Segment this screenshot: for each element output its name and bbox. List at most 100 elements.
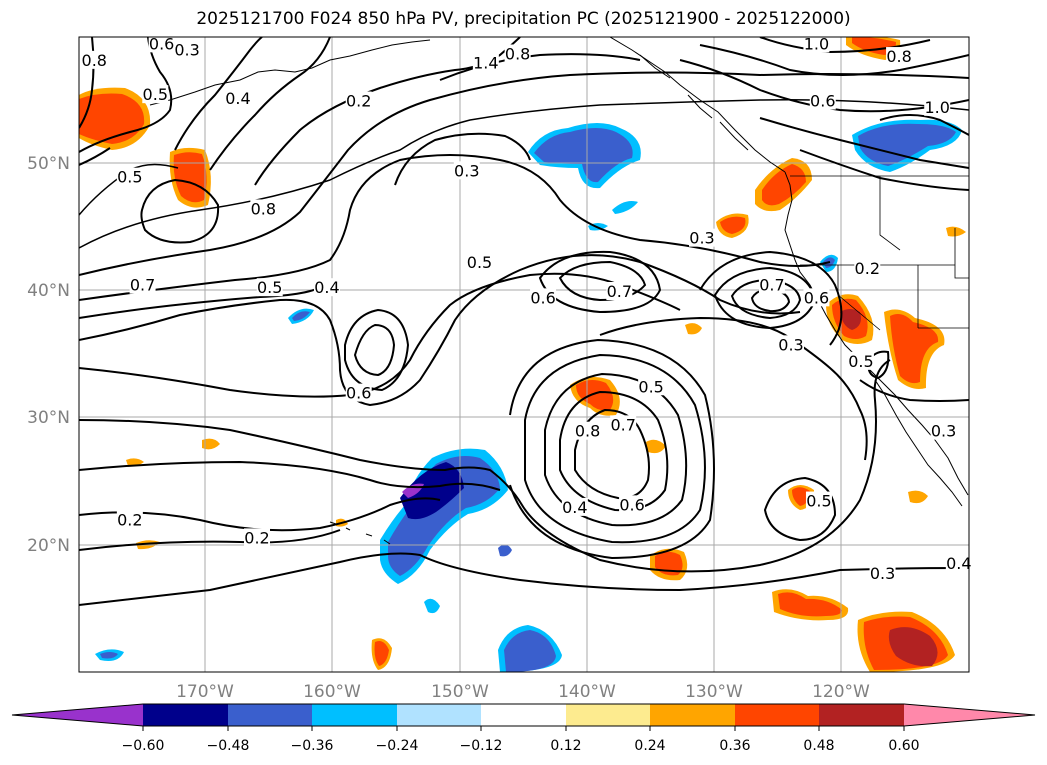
contour-label-background (805, 491, 832, 510)
contour-label: 0.6 (619, 495, 644, 514)
pv-contour (79, 154, 831, 301)
colorbar-segment (735, 704, 819, 726)
contour-label-background (809, 91, 836, 110)
contour-label-background (638, 377, 665, 396)
precip-positive-area (576, 379, 614, 411)
precip-positive-area (79, 93, 145, 144)
west-coast-coastline (784, 171, 969, 496)
contour-label: 0.6 (530, 288, 555, 307)
contour-labels: 0.80.6 0.30.5 0.4 0.21.4 0.80.50.80.31.00.80… (81, 34, 972, 583)
pv-contour (538, 250, 662, 314)
contour-label: 0.4 (314, 278, 339, 297)
contour-label: 0.5 (638, 377, 663, 396)
contour-label: 0.8 (82, 51, 107, 70)
colorbar-tick-label: −0.48 (207, 738, 250, 754)
colorbar: −0.60 −0.48 −0.36 −0.24 −0.12 0.12 0.24 … (11, 703, 1036, 754)
contour-label: 0.5 (143, 85, 168, 104)
contour-label-background (561, 497, 588, 516)
pv-contour (174, 37, 263, 151)
precip-positive-area (792, 487, 810, 506)
contour-label-background (250, 199, 277, 218)
pv-contour (574, 408, 650, 500)
pv-contour (544, 372, 688, 527)
contour-label-background (129, 275, 156, 294)
precip-positive-area (946, 226, 966, 237)
contour-label-background (142, 85, 169, 104)
colorbar-segment (397, 704, 481, 726)
colorbar-tick-label: −0.12 (460, 738, 503, 754)
pv-contour (79, 497, 441, 532)
alaska-islands (639, 54, 749, 151)
colorbar-extend-high (904, 704, 1035, 726)
lon-label-170w: 170°W (176, 682, 234, 702)
contour-label-background (886, 47, 913, 66)
pv-contour (79, 529, 341, 551)
pv-contour (254, 37, 521, 186)
contour-label-background (313, 278, 340, 297)
contour-label: 0.8 (575, 422, 600, 441)
pv-contour (730, 278, 802, 320)
pv-contour (209, 37, 331, 171)
contour-label-background (466, 252, 493, 271)
pv-contour (859, 379, 969, 402)
precip-positive-area (778, 592, 842, 617)
precip-negative-area (100, 652, 118, 659)
pv-contour (559, 390, 669, 512)
contour-label: 0.2 (117, 511, 142, 530)
precip-negative-area (504, 630, 556, 672)
precip-positive-area (173, 152, 207, 203)
precip-negative-area (424, 598, 440, 614)
contour-label-background (504, 44, 531, 63)
pv-contour (699, 250, 843, 346)
state-border (800, 176, 969, 328)
lat-label-30n: 30°N (27, 408, 70, 428)
contour-label: 0.8 (505, 45, 530, 64)
pv-contour (79, 359, 891, 573)
pv-contour (79, 460, 501, 491)
contour-label-background (619, 495, 646, 514)
precip-positive-area (762, 164, 806, 206)
contour-label-background (803, 288, 830, 307)
contour-label: 0.7 (610, 415, 635, 434)
contour-label-background (345, 383, 372, 402)
contour-label-background (472, 53, 499, 72)
contour-label: 0.6 (346, 384, 371, 403)
pv-contour (524, 353, 706, 544)
precip-negative-area (612, 201, 638, 214)
pv-contour (79, 284, 326, 319)
colorbar-tick-label: 0.36 (719, 738, 750, 754)
precip-positive-area (908, 490, 928, 504)
lon-label-130w: 130°W (685, 682, 743, 702)
pv-contours (79, 37, 969, 606)
pv-contour (759, 37, 931, 54)
precip-positive-area (202, 438, 220, 450)
contour-label-background (869, 563, 896, 582)
colorbar-segment (566, 704, 650, 726)
colorbar-tick-label: −0.24 (376, 738, 419, 754)
contour-label: 0.2 (244, 528, 269, 547)
map-layers (79, 37, 969, 672)
contour-label: 0.5 (117, 168, 142, 187)
contour-label: 0.2 (346, 92, 371, 111)
contour-label-background (530, 288, 557, 307)
colorbar-tick-label: 0.60 (888, 738, 919, 754)
lon-label-150w: 150°W (431, 682, 489, 702)
pv-contour (679, 59, 969, 113)
contour-label-background (148, 34, 175, 53)
contour-label: 0.6 (804, 288, 829, 307)
contour-label-background (610, 415, 637, 434)
coastlines (149, 37, 969, 545)
pv-contour (867, 350, 890, 380)
map-frame (78, 36, 970, 673)
alaska-coastline (149, 39, 431, 106)
colorbar-segment (312, 704, 397, 726)
contour-label: 1.4 (473, 53, 498, 72)
pv-contour (79, 71, 969, 276)
contour-label-background (256, 278, 283, 297)
map-background (79, 37, 969, 672)
precip-positive-area (720, 216, 746, 234)
contour-label: 0.4 (562, 498, 587, 517)
contour-label-background (453, 161, 480, 180)
contour-label-background (930, 421, 957, 440)
